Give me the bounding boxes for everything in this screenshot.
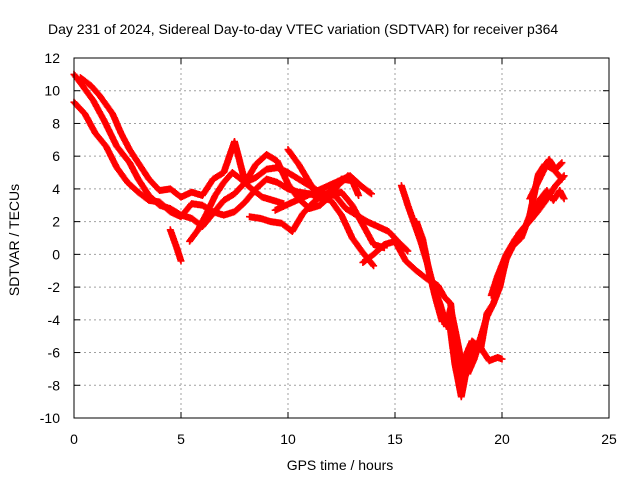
y-tick-label: -8	[48, 377, 61, 393]
x-tick-label: 0	[70, 431, 78, 447]
x-tick-label: 10	[280, 431, 296, 447]
x-tick-label: 5	[177, 431, 185, 447]
series-markers	[166, 226, 185, 265]
y-tick-label: -2	[48, 279, 61, 295]
series-markers	[76, 74, 388, 252]
y-tick-label: -4	[48, 312, 61, 328]
satellite-track-5	[186, 169, 288, 245]
grid-lines	[74, 58, 609, 418]
satellite-track-3	[76, 74, 388, 252]
y-tick-label: 8	[52, 115, 60, 131]
y-tick-label: 10	[44, 83, 60, 99]
x-axis-label: GPS time / hours	[287, 457, 394, 473]
x-tick-label: 20	[494, 431, 510, 447]
y-tick-label: 0	[52, 246, 60, 262]
chart-title: Day 231 of 2024, Sidereal Day-to-day VTE…	[48, 21, 558, 37]
y-tick-label: -6	[48, 345, 61, 361]
x-tick-label: 15	[387, 431, 403, 447]
plot-border	[73, 57, 610, 419]
y-tick-label: -10	[40, 410, 60, 426]
y-tick-label: 2	[52, 214, 60, 230]
y-tick-label: 12	[44, 50, 60, 66]
satellite-track-12	[487, 187, 568, 299]
satellite-track-8	[284, 146, 352, 203]
x-tick-label: 25	[601, 431, 617, 447]
x-tick-labels: 0 5 10 15 20 25	[70, 431, 617, 447]
series-markers	[487, 187, 568, 299]
y-tick-label: 4	[52, 181, 60, 197]
satellite-track-4	[166, 226, 185, 265]
satellite-track-13	[526, 156, 566, 203]
series-markers	[284, 146, 352, 203]
series-markers	[186, 169, 288, 245]
y-axis-label: SDTVAR / TECUs	[6, 184, 22, 296]
series-markers	[526, 156, 566, 203]
y-tick-labels: -10 -8 -6 -4 -2 0 2 4 6 8 10 12	[40, 50, 60, 426]
y-tick-label: 6	[52, 148, 60, 164]
